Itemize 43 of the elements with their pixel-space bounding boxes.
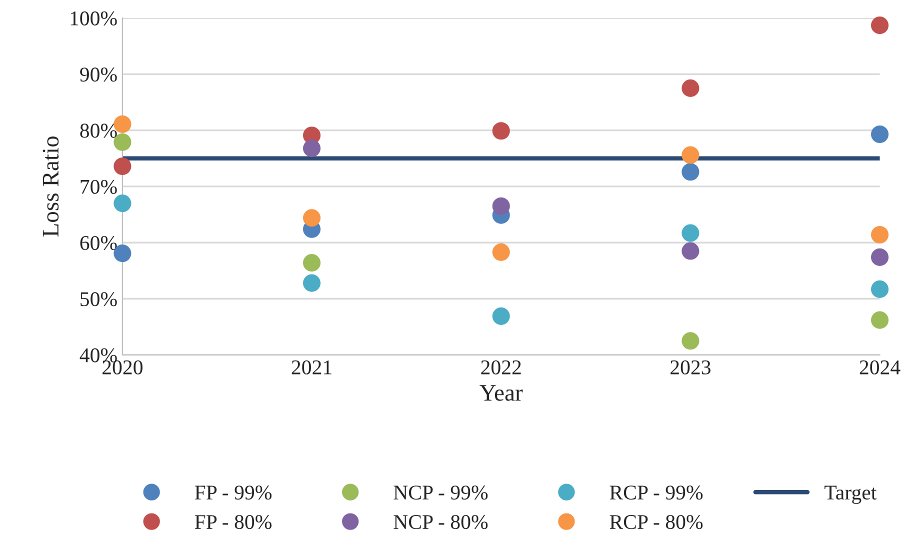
y-tick-label: 70% xyxy=(80,180,117,194)
point xyxy=(492,243,510,261)
legend-label: RCP - 99% xyxy=(610,486,703,500)
y-tick-label: 60% xyxy=(80,236,117,250)
point xyxy=(682,224,700,242)
x-tick-label: 2022 xyxy=(481,360,521,374)
point xyxy=(871,226,889,244)
y-axis-title: Loss Ratio xyxy=(42,136,59,237)
point xyxy=(492,197,510,215)
x-tick-label: 2023 xyxy=(670,360,710,374)
legend-label: NCP - 80% xyxy=(394,514,488,530)
legend-label: NCP - 99% xyxy=(394,486,488,500)
legend-label: Target xyxy=(824,486,877,504)
y-tick-label: 100% xyxy=(70,11,117,26)
y-tick-label: 50% xyxy=(80,292,117,306)
point xyxy=(682,146,700,164)
point xyxy=(871,280,889,298)
point xyxy=(492,307,510,325)
point xyxy=(302,274,321,292)
point xyxy=(682,79,700,97)
point xyxy=(114,194,132,212)
y-tick-label: 40% xyxy=(80,348,117,362)
point xyxy=(871,16,889,34)
point xyxy=(682,242,700,260)
point xyxy=(114,157,132,176)
x-tick-label: 2020 xyxy=(102,360,142,374)
point xyxy=(871,248,889,266)
point xyxy=(492,122,510,140)
x-tick-label: 2021 xyxy=(292,360,332,374)
legend-label: FP - 99% xyxy=(194,486,272,500)
legend-label: FP - 80% xyxy=(194,514,272,530)
point xyxy=(302,209,321,227)
point xyxy=(682,163,700,181)
x-tick-label: 2024 xyxy=(860,360,900,374)
point xyxy=(871,311,889,329)
point xyxy=(302,139,321,158)
y-tick-label: 80% xyxy=(80,124,117,138)
point xyxy=(871,125,889,144)
legend-label: RCP - 80% xyxy=(610,514,703,530)
point xyxy=(682,332,700,350)
point xyxy=(302,254,321,272)
y-tick-label: 90% xyxy=(80,68,117,82)
x-axis-title: Year xyxy=(480,385,523,401)
